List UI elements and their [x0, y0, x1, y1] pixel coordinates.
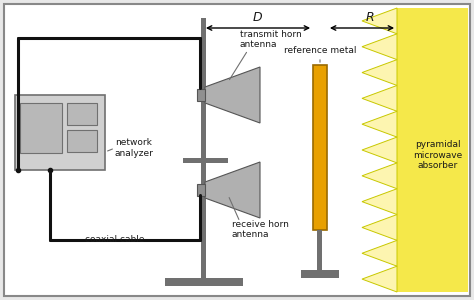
Text: transmit horn
antenna: transmit horn antenna [240, 30, 302, 50]
Bar [317, 230, 322, 270]
Bar [183, 158, 228, 163]
Text: network
analyzer: network analyzer [115, 138, 154, 158]
Text: coaxial cable: coaxial cable [85, 235, 145, 244]
Bar [67, 103, 97, 125]
Polygon shape [205, 162, 260, 218]
Polygon shape [362, 266, 397, 292]
Polygon shape [362, 85, 397, 111]
Bar [165, 278, 243, 286]
Polygon shape [362, 163, 397, 189]
Polygon shape [362, 137, 397, 163]
Polygon shape [197, 89, 205, 101]
Bar [301, 270, 339, 278]
Text: pyramidal
microwave
absorber: pyramidal microwave absorber [413, 140, 462, 170]
Polygon shape [362, 240, 397, 266]
Bar [20, 103, 62, 153]
Polygon shape [362, 189, 397, 214]
Bar [397, 8, 468, 292]
Text: $R$: $R$ [365, 11, 375, 24]
Polygon shape [205, 67, 260, 123]
Bar [201, 18, 206, 282]
Text: receive horn
antenna: receive horn antenna [232, 220, 289, 239]
Polygon shape [362, 111, 397, 137]
Text: reference metal: reference metal [284, 46, 356, 55]
Text: $D$: $D$ [253, 11, 264, 24]
Polygon shape [362, 8, 397, 34]
Bar [15, 95, 105, 170]
Bar [313, 65, 327, 230]
Polygon shape [197, 184, 205, 196]
Bar [67, 130, 97, 152]
Polygon shape [362, 60, 397, 86]
Polygon shape [362, 34, 397, 60]
Polygon shape [362, 214, 397, 240]
